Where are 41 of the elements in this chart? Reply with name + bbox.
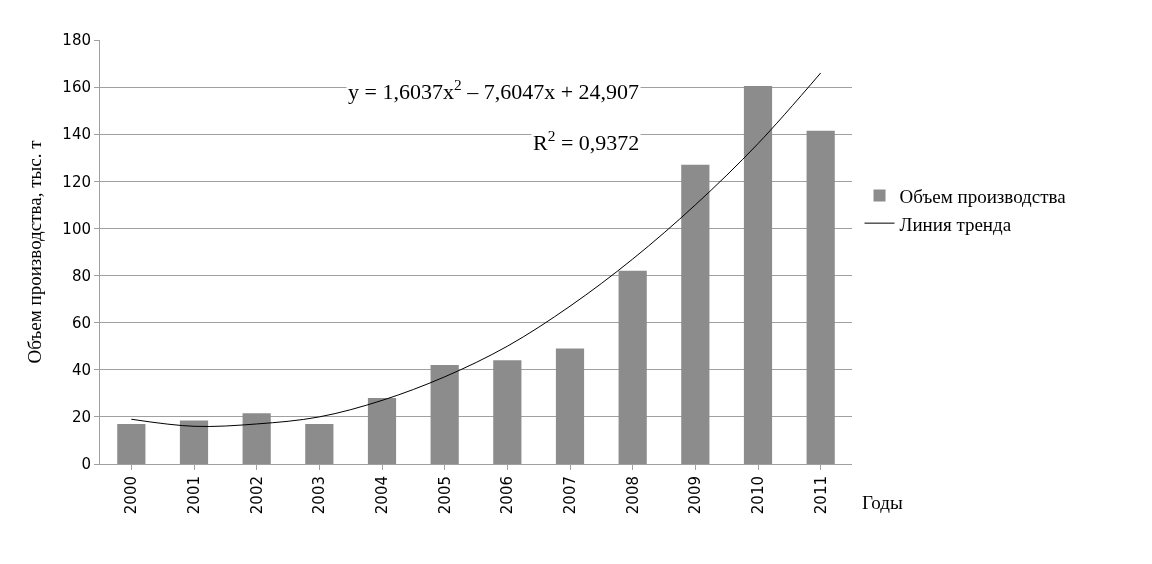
annotation: y = 1,6037x$^{2}$ – 7,6047x + 24,907 bbox=[348, 76, 640, 105]
y-tick-label: 60 bbox=[71, 313, 91, 332]
x-tick-label: 2007 bbox=[560, 476, 579, 515]
legend-label: Объем производства bbox=[899, 185, 1067, 207]
x-tick-label: 2008 bbox=[623, 476, 642, 515]
x-tick-label: 2002 bbox=[247, 476, 266, 515]
y-tick-label: 160 bbox=[62, 78, 91, 97]
y-tick-label: 100 bbox=[62, 219, 91, 238]
bar bbox=[493, 360, 522, 464]
legend-label: Линия тренда bbox=[899, 213, 1012, 235]
x-tick-label: 2010 bbox=[748, 476, 767, 515]
bar bbox=[430, 365, 459, 464]
bar bbox=[618, 270, 647, 464]
bar bbox=[305, 423, 334, 464]
bar bbox=[367, 398, 397, 464]
y-tick-label: 140 bbox=[62, 125, 91, 144]
bar bbox=[743, 85, 773, 464]
x-tick-label: 2001 bbox=[184, 476, 203, 515]
line-series bbox=[130, 72, 822, 427]
y-tick-label: 120 bbox=[62, 172, 91, 191]
x-tick-label: 2009 bbox=[686, 476, 705, 515]
x-tick-label: 2004 bbox=[372, 476, 391, 515]
y-tick-label: 40 bbox=[71, 361, 91, 380]
bar bbox=[179, 420, 209, 464]
x-tick-label: 2000 bbox=[122, 476, 141, 515]
y-tick-label: 180 bbox=[62, 31, 91, 50]
bar bbox=[117, 423, 146, 464]
annotation: R$^{2}$ = 0,9372 bbox=[533, 127, 640, 156]
x-axis-title: Годы bbox=[862, 492, 903, 513]
bar bbox=[806, 130, 835, 464]
x-tick-label: 2006 bbox=[498, 476, 517, 515]
x-tick-label: 2005 bbox=[435, 476, 454, 515]
y-tick-label: 0 bbox=[81, 455, 91, 474]
bar bbox=[681, 164, 710, 464]
x-tick-label: 2011 bbox=[811, 476, 830, 515]
y-axis-title: Объем производства, тыс. т bbox=[24, 139, 46, 364]
y-tick-label: 80 bbox=[71, 266, 91, 285]
y-tick-label: 20 bbox=[71, 408, 91, 427]
bar bbox=[242, 413, 271, 464]
x-tick-label: 2003 bbox=[310, 476, 329, 515]
bar bbox=[555, 348, 585, 464]
